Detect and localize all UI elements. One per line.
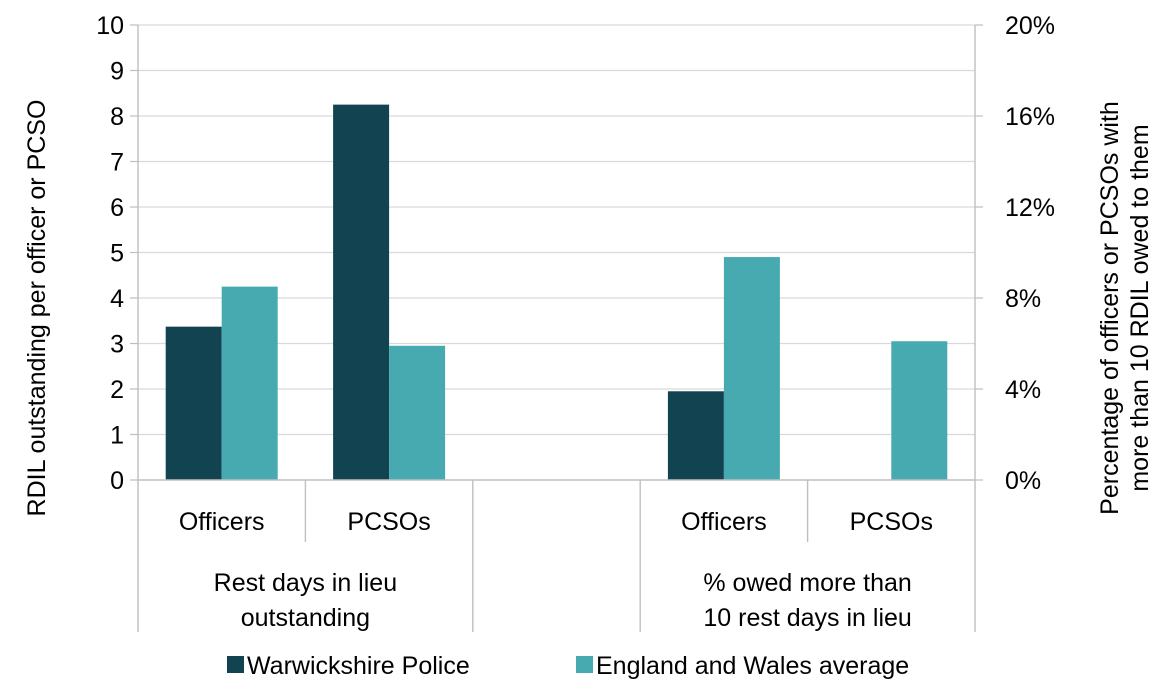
left-tick-label: 10 bbox=[96, 12, 124, 40]
bar bbox=[333, 104, 390, 480]
bars bbox=[165, 104, 948, 480]
left-tick-label: 2 bbox=[110, 376, 124, 404]
axes bbox=[130, 24, 983, 632]
bar bbox=[221, 286, 278, 480]
left-tick-label: 9 bbox=[110, 58, 124, 86]
right-tick-label: 12% bbox=[1005, 194, 1055, 222]
legend: Warwickshire Police England and Wales ave… bbox=[227, 652, 909, 680]
bar bbox=[891, 341, 948, 480]
group-labels: Rest days in lieu outstanding % owed more … bbox=[214, 569, 912, 632]
bar bbox=[667, 391, 724, 480]
bar bbox=[165, 326, 222, 480]
right-axis-ticks: 0% 4% 8% 12% 16% 20% bbox=[1005, 12, 1055, 495]
legend-label: England and Wales average bbox=[596, 652, 909, 680]
legend-swatch bbox=[227, 656, 244, 673]
category-label: Officers bbox=[179, 508, 265, 536]
left-tick-label: 3 bbox=[110, 331, 124, 359]
group-label: 10 rest days in lieu bbox=[703, 604, 911, 632]
category-label: Officers bbox=[681, 508, 767, 536]
right-tick-label: 16% bbox=[1005, 103, 1055, 131]
legend-label: Warwickshire Police bbox=[247, 652, 470, 680]
bar bbox=[389, 345, 446, 480]
left-tick-label: 7 bbox=[110, 149, 124, 177]
legend-swatch bbox=[576, 656, 593, 673]
right-tick-label: 8% bbox=[1005, 285, 1041, 313]
right-tick-label: 4% bbox=[1005, 376, 1041, 404]
right-axis-title-line: more than 10 RDIL owed to them bbox=[1126, 124, 1154, 491]
left-tick-label: 4 bbox=[110, 285, 124, 313]
bar bbox=[723, 257, 780, 480]
left-axis-ticks: 0 1 2 3 4 5 6 7 8 9 10 bbox=[96, 12, 124, 495]
right-axis-title-line: Percentage of officers or PCSOs with bbox=[1096, 101, 1124, 515]
category-label: PCSOs bbox=[347, 508, 430, 536]
category-label: PCSOs bbox=[850, 508, 933, 536]
group-label: outstanding bbox=[241, 604, 370, 632]
right-tick-label: 0% bbox=[1005, 467, 1041, 495]
left-tick-label: 0 bbox=[110, 467, 124, 495]
right-axis-title: Percentage of officers or PCSOs withmore… bbox=[1096, 101, 1154, 515]
right-tick-label: 20% bbox=[1005, 12, 1055, 40]
left-tick-label: 8 bbox=[110, 103, 124, 131]
group-label: Rest days in lieu bbox=[214, 569, 397, 597]
left-tick-label: 1 bbox=[110, 422, 124, 450]
category-labels: Officers PCSOs Officers PCSOs bbox=[179, 508, 933, 536]
left-tick-label: 5 bbox=[110, 240, 124, 268]
left-tick-label: 6 bbox=[110, 194, 124, 222]
left-axis-title: RDIL outstanding per officer or PCSO bbox=[23, 100, 51, 517]
group-label: % owed more than bbox=[703, 569, 911, 597]
